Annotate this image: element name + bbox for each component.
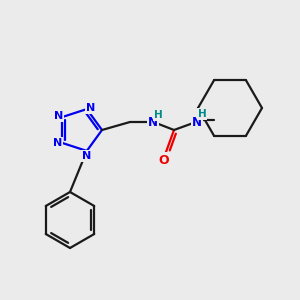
Text: N: N <box>82 151 92 161</box>
Text: H: H <box>198 109 206 119</box>
Text: N: N <box>192 116 202 128</box>
Text: H: H <box>154 110 162 120</box>
Text: O: O <box>159 154 169 166</box>
Text: N: N <box>54 111 63 121</box>
Text: N: N <box>52 138 62 148</box>
Text: N: N <box>148 116 158 130</box>
Text: N: N <box>86 103 95 113</box>
